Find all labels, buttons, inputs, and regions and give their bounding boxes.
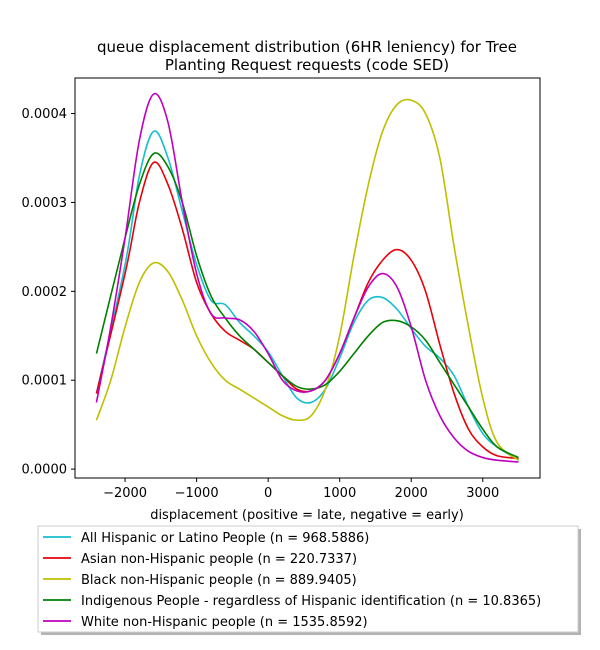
series-line-1 bbox=[95, 130, 519, 461]
y-tick-label: 0.0003 bbox=[22, 196, 68, 211]
x-tick-label: 1000 bbox=[323, 486, 356, 501]
chart-title-line-1: queue displacement distribution (6HR len… bbox=[97, 38, 517, 56]
x-tick-label: −2000 bbox=[103, 486, 147, 501]
series-line-5 bbox=[95, 92, 519, 463]
x-tick-label: 2000 bbox=[395, 486, 428, 501]
y-tick-label: 0.0004 bbox=[22, 107, 68, 122]
legend: All Hispanic or Latino People (n = 968.5… bbox=[37, 525, 581, 635]
plot-frame bbox=[74, 77, 541, 479]
x-axis: −2000 −1000 0 1000 2000 3000 bbox=[103, 478, 499, 501]
y-tick-label: 0.0001 bbox=[22, 374, 68, 389]
legend-entry-label: All Hispanic or Latino People (n = 968.5… bbox=[81, 531, 369, 546]
series-line-3 bbox=[95, 98, 520, 461]
x-axis-label: displacement (positive = late, negative … bbox=[150, 508, 464, 523]
series-line-2 bbox=[95, 161, 519, 460]
x-tick-label: 0 bbox=[264, 486, 272, 501]
y-axis: 0.0000 0.0001 0.0002 0.0003 0.0004 bbox=[22, 107, 75, 478]
plot-lines bbox=[95, 92, 520, 463]
series-line-4 bbox=[95, 152, 519, 459]
chart-title-line-2: Planting Request requests (code SED) bbox=[165, 56, 449, 74]
x-tick-label: 3000 bbox=[466, 486, 499, 501]
legend-entry-label: Black non-Hispanic people (n = 889.9405) bbox=[81, 573, 357, 588]
y-tick-label: 0.0002 bbox=[22, 285, 68, 300]
y-tick-label: 0.0000 bbox=[22, 463, 68, 478]
legend-entry-label: White non-Hispanic people (n = 1535.8592… bbox=[81, 615, 368, 630]
legend-entry-label: Indigenous People - regardless of Hispan… bbox=[81, 594, 541, 609]
legend-entry-label: Asian non-Hispanic people (n = 220.7337) bbox=[81, 552, 357, 567]
x-tick-label: −1000 bbox=[175, 486, 219, 501]
legend-box bbox=[37, 525, 579, 633]
